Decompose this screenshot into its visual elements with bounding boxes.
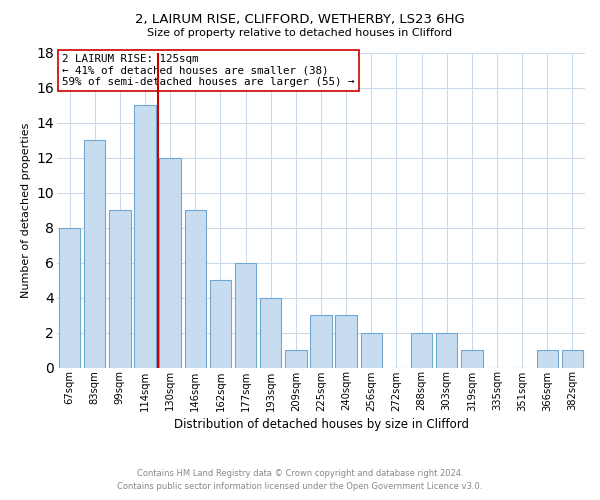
Text: Contains HM Land Registry data © Crown copyright and database right 2024.
Contai: Contains HM Land Registry data © Crown c… (118, 470, 482, 491)
Text: 2 LAIRUM RISE: 125sqm
← 41% of detached houses are smaller (38)
59% of semi-deta: 2 LAIRUM RISE: 125sqm ← 41% of detached … (62, 54, 355, 88)
Bar (185, 210, 206, 368)
Bar (285, 350, 307, 368)
Bar (361, 332, 382, 368)
X-axis label: Distribution of detached houses by size in Clifford: Distribution of detached houses by size … (173, 418, 469, 430)
Bar (310, 315, 332, 368)
Bar (536, 350, 558, 368)
Bar (134, 105, 155, 368)
Text: Size of property relative to detached houses in Clifford: Size of property relative to detached ho… (148, 28, 452, 38)
Bar (210, 280, 231, 368)
Bar (84, 140, 106, 368)
Y-axis label: Number of detached properties: Number of detached properties (21, 122, 31, 298)
Bar (335, 315, 357, 368)
Bar (411, 332, 432, 368)
Bar (160, 158, 181, 368)
Bar (562, 350, 583, 368)
Bar (436, 332, 457, 368)
Text: 2, LAIRUM RISE, CLIFFORD, WETHERBY, LS23 6HG: 2, LAIRUM RISE, CLIFFORD, WETHERBY, LS23… (135, 12, 465, 26)
Bar (235, 262, 256, 368)
Bar (109, 210, 131, 368)
Bar (59, 228, 80, 368)
Bar (260, 298, 281, 368)
Bar (461, 350, 482, 368)
